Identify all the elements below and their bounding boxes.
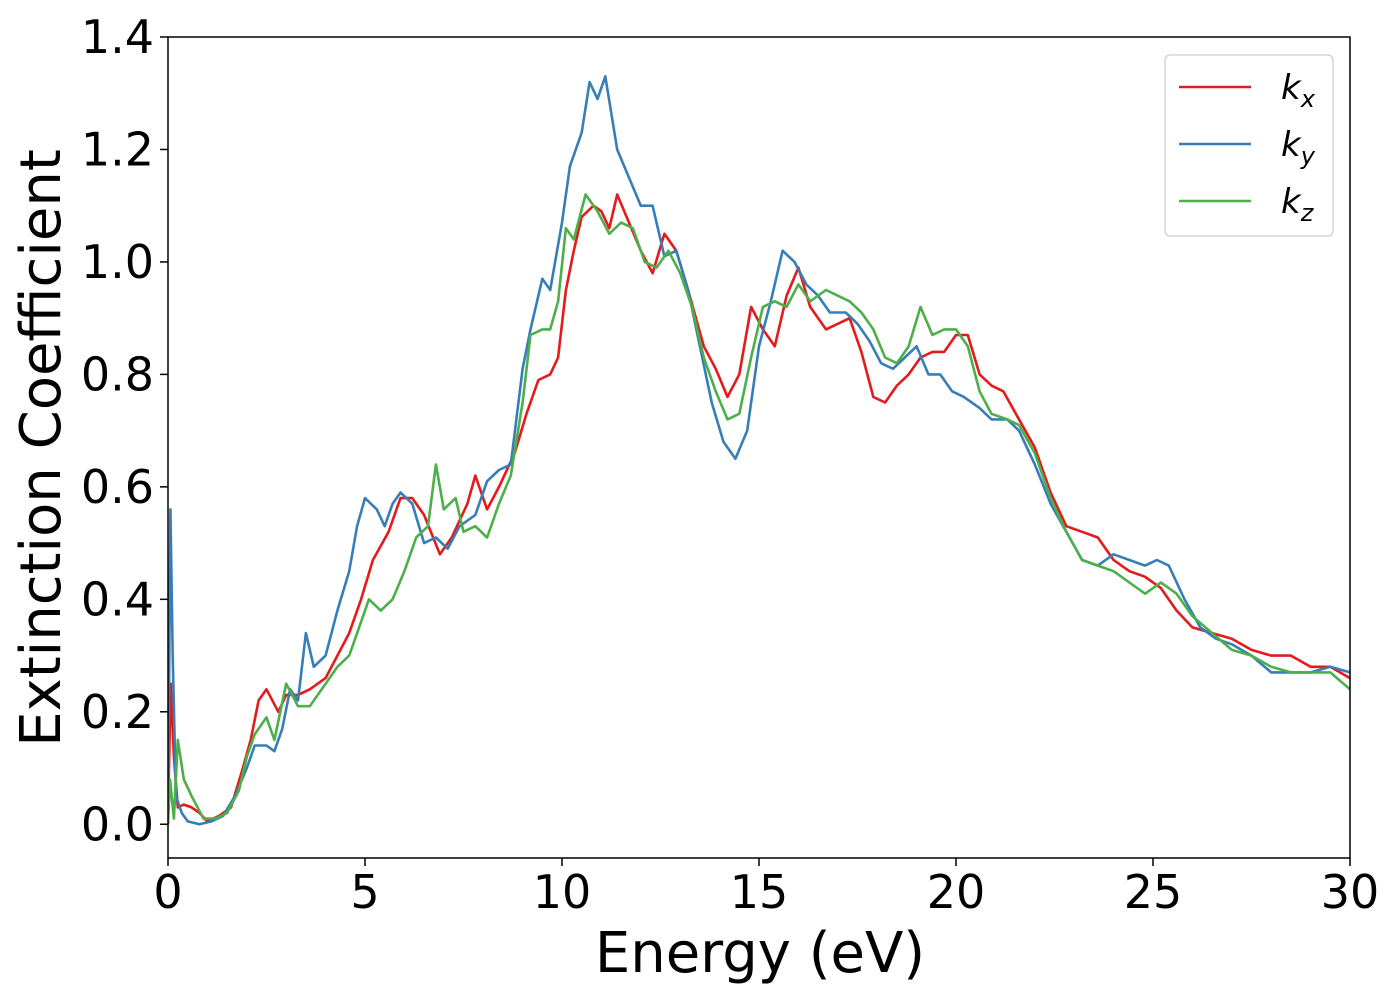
y-tick-label: 0.8: [81, 347, 154, 401]
plot-lines: [168, 75, 1350, 826]
y-tick-label: 0.6: [81, 460, 154, 514]
x-tick-label: 15: [730, 865, 789, 919]
y-tick-label: 1.0: [81, 235, 154, 289]
y-tick-label: 0.4: [81, 572, 154, 626]
legend-label-ky: ky: [1281, 125, 1316, 170]
x-tick-label: 25: [1124, 865, 1183, 919]
x-axis-ticks: 0 5 10 15 20 25 30: [153, 858, 1379, 919]
x-tick-label: 10: [533, 865, 592, 919]
legend-box: [1164, 54, 1334, 237]
y-tick-label: 1.4: [81, 10, 154, 64]
series-line-kz: [168, 193, 1350, 825]
y-tick-label: 1.2: [81, 122, 154, 176]
x-axis-label: Energy (eV): [595, 921, 925, 986]
legend-label-kz: kz: [1281, 182, 1315, 227]
y-axis-label: Extinction Coefficient: [9, 149, 74, 747]
x-tick-label: 5: [350, 865, 379, 919]
legend: kx ky kz: [1164, 54, 1334, 237]
legend-label-kx: kx: [1281, 68, 1316, 113]
series-line-kx: [168, 193, 1350, 823]
y-tick-label: 0.0: [81, 797, 154, 851]
x-tick-label: 0: [153, 865, 182, 919]
y-axis-ticks: 0.0 0.2 0.4 0.6 0.8 1.0 1.2 1.4: [81, 10, 168, 851]
x-tick-label: 30: [1321, 865, 1380, 919]
y-tick-label: 0.2: [81, 685, 154, 739]
x-tick-label: 20: [927, 865, 986, 919]
